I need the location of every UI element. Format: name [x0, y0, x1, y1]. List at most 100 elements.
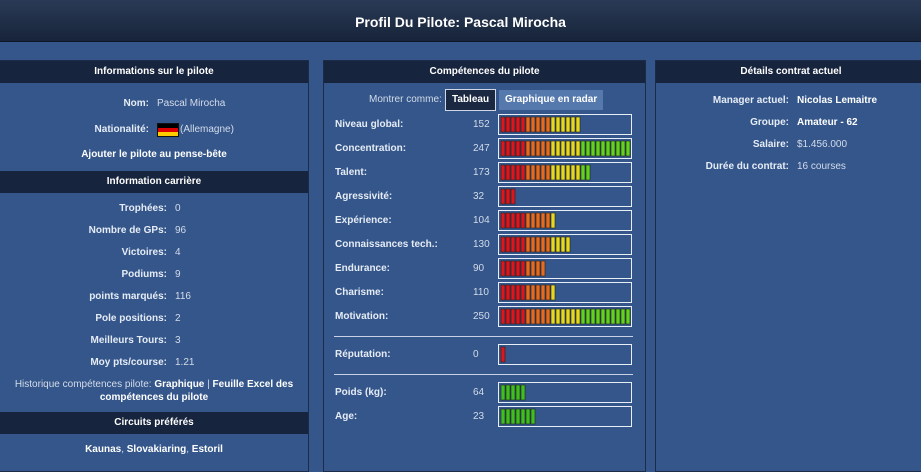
bar-segment: [530, 116, 536, 133]
bar-segment: [535, 212, 541, 229]
circuit-list: Kaunas, Slovakiaring, Estoril: [0, 444, 308, 455]
bar-segment: [555, 236, 561, 253]
bar-graphic: [500, 116, 581, 133]
bar-segment: [510, 236, 516, 253]
bar-segment: [505, 408, 511, 425]
bar-segment: [505, 212, 511, 229]
bar-segment: [530, 408, 536, 425]
bar-segment: [500, 346, 506, 363]
bar-segment: [570, 164, 576, 181]
panel-header: Informations sur le pilote: [0, 61, 308, 83]
value: 4: [175, 247, 181, 258]
bar-segment: [520, 164, 526, 181]
label: Nombre de GPs:: [88, 225, 167, 236]
skill-bar: [498, 282, 632, 303]
bar-segment: [540, 116, 546, 133]
label: points marqués:: [89, 291, 167, 302]
bar-segment: [565, 164, 571, 181]
section-header: Circuits préférés: [0, 412, 308, 434]
bar-segment: [505, 308, 511, 325]
skill-label: Talent:: [335, 167, 368, 178]
bar-segment: [530, 164, 536, 181]
bar-graphic: [500, 236, 571, 253]
bar-segment: [530, 260, 536, 277]
bar-segment: [535, 260, 541, 277]
skill-label: Niveau global:: [335, 119, 404, 130]
bar-segment: [620, 308, 626, 325]
bar-segment: [555, 164, 561, 181]
label: Moy pts/course:: [90, 357, 167, 368]
view-button[interactable]: Graphique en radar: [499, 90, 604, 110]
skill-value: 110: [473, 287, 489, 298]
history-link[interactable]: Graphique: [154, 379, 205, 390]
bar-segment: [510, 188, 516, 205]
bar-segment: [595, 140, 601, 157]
bar-segment: [510, 260, 516, 277]
skill-label: Agressivité:: [335, 191, 393, 202]
skill-bar: [498, 344, 632, 365]
skill-value: 0: [473, 349, 479, 360]
value: 116: [175, 291, 191, 302]
contract-panel: Détails contrat actuel Manager actuel: Nic…: [655, 60, 921, 472]
skill-value: 152: [473, 119, 490, 130]
bar-segment: [580, 140, 586, 157]
bar-segment: [515, 212, 521, 229]
skill-value: 173: [473, 167, 490, 178]
bar-segment: [515, 140, 521, 157]
bar-segment: [545, 284, 551, 301]
bar-segment: [545, 212, 551, 229]
value: 0: [175, 203, 181, 214]
bar-segment: [550, 236, 556, 253]
panel-header: Compétences du pilote: [324, 61, 645, 83]
bar-segment: [525, 236, 531, 253]
history-prefix: Historique compétences pilote:: [14, 379, 152, 390]
skill-value: 130: [473, 239, 490, 250]
bar-graphic: [500, 188, 516, 205]
bar-segment: [535, 140, 541, 157]
bar-segment: [540, 260, 546, 277]
panel-header: Détails contrat actuel: [656, 61, 921, 83]
skill-bar: [498, 234, 632, 255]
bar-segment: [560, 140, 566, 157]
bar-graphic: [500, 284, 556, 301]
label: Manager actuel:: [712, 95, 789, 106]
bar-graphic: [500, 140, 631, 157]
skill-value: 250: [473, 311, 490, 322]
history-link[interactable]: Feuille Excel des compétences du pilote: [99, 379, 294, 403]
skill-label: Connaissances tech.:: [335, 239, 438, 250]
bar-segment: [500, 236, 506, 253]
bar-segment: [610, 140, 616, 157]
circuit-link[interactable]: Slovakiaring: [126, 444, 187, 455]
bar-segment: [535, 116, 541, 133]
bar-segment: [535, 164, 541, 181]
bar-segment: [565, 140, 571, 157]
bar-segment: [565, 116, 571, 133]
value: 1.21: [175, 357, 195, 368]
value: 2: [175, 313, 181, 324]
skill-label: Age:: [335, 411, 358, 422]
circuit-link[interactable]: Kaunas: [85, 444, 122, 455]
bar-segment: [525, 308, 531, 325]
bar-graphic: [500, 384, 526, 401]
divider: [334, 374, 633, 375]
skills-panel: Compétences du pilote Montrer comme: Table…: [323, 60, 646, 472]
circuit-link[interactable]: Estoril: [191, 444, 223, 455]
bar-segment: [610, 308, 616, 325]
bar-segment: [560, 164, 566, 181]
view-button[interactable]: Tableau: [445, 89, 497, 111]
bar-segment: [540, 284, 546, 301]
bar-graphic: [500, 408, 536, 425]
bar-segment: [545, 164, 551, 181]
bar-segment: [590, 308, 596, 325]
bar-graphic: [500, 346, 506, 363]
bar-segment: [510, 140, 516, 157]
title-bar: Profil Du Pilote: Pascal Mirocha: [0, 0, 921, 42]
bar-segment: [515, 164, 521, 181]
skill-bar: [498, 306, 632, 327]
bar-segment: [625, 140, 631, 157]
bar-segment: [545, 236, 551, 253]
watchlist-link[interactable]: Ajouter le pilote au pense-bête: [81, 149, 227, 160]
separator: ,: [186, 444, 190, 455]
bar-segment: [575, 140, 581, 157]
skill-bar: [498, 210, 632, 231]
